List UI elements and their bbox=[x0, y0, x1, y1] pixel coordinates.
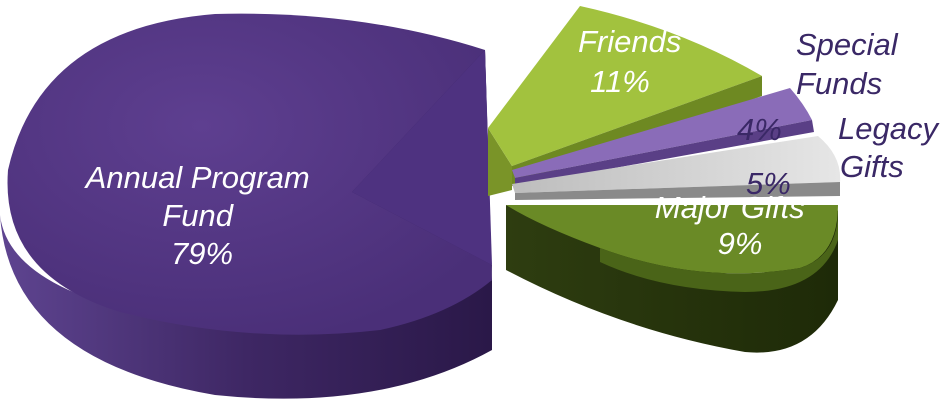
pie-slice-major-gifts bbox=[506, 205, 838, 353]
pie-slice-legacy-gifts bbox=[512, 136, 841, 200]
slice-top-annual-program-fund bbox=[7, 13, 492, 335]
slice-top-major-gifts bbox=[506, 205, 838, 274]
slice-top-special-funds bbox=[512, 88, 812, 178]
slice-edge-special-funds bbox=[515, 120, 814, 186]
slice-rim-major-gifts bbox=[600, 210, 838, 292]
label-legacy-gifts: Legacy Gifts 5% bbox=[746, 111, 940, 201]
slice-notch-top-annual-program-fund bbox=[352, 50, 492, 265]
slice-side-annual-program-fund bbox=[0, 215, 492, 399]
label-friends: Friends 11% bbox=[578, 24, 690, 99]
pie-slice-annual-program-fund bbox=[0, 13, 492, 399]
slice-edge-legacy-gifts bbox=[515, 182, 840, 200]
slice-side-friends bbox=[488, 128, 512, 196]
label-annual-program-fund: Annual Program Fund 79% bbox=[84, 160, 319, 271]
slice-top-friends bbox=[488, 6, 762, 166]
label-major-gifts: Major Gifts 9% bbox=[655, 190, 813, 261]
slice-top-legacy-gifts bbox=[512, 136, 841, 193]
label-special-funds: Special Funds 4% bbox=[737, 27, 906, 147]
pie-slice-special-funds bbox=[512, 88, 814, 186]
